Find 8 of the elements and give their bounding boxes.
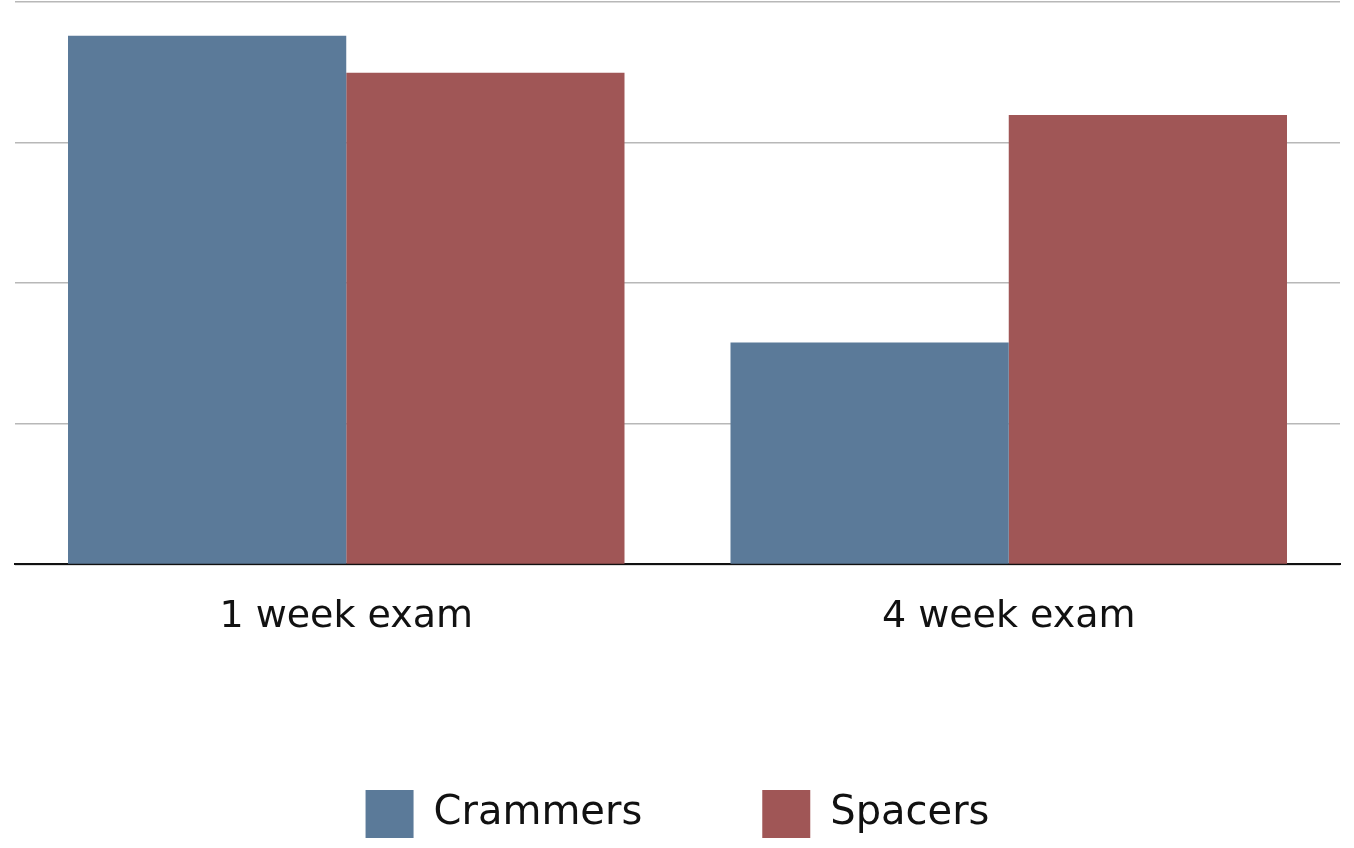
bar (346, 72, 625, 564)
legend-label: Spacers (830, 787, 990, 834)
legend-label: Crammers (433, 787, 643, 834)
bar (730, 342, 1009, 564)
bar (68, 35, 347, 564)
x-tick-label: 4 week exam (881, 592, 1136, 637)
bar (1008, 115, 1287, 564)
x-tick-label: 1 week exam (219, 592, 474, 637)
